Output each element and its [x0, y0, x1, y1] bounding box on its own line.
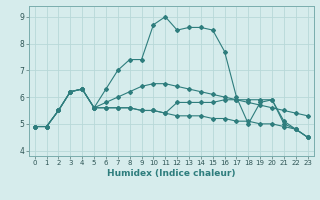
X-axis label: Humidex (Indice chaleur): Humidex (Indice chaleur)	[107, 169, 236, 178]
